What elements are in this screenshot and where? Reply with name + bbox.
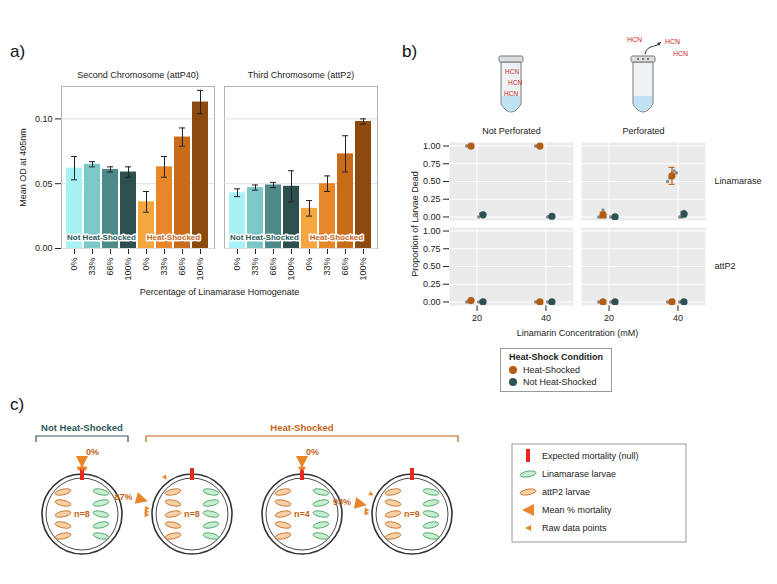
svg-text:100%: 100% xyxy=(286,258,296,281)
svg-text:Linamarase: Linamarase xyxy=(715,176,762,186)
svg-text:HCN: HCN xyxy=(665,38,680,45)
svg-text:66%: 66% xyxy=(105,258,115,276)
svg-text:Not Heat-Shocked: Not Heat-Shocked xyxy=(41,422,123,433)
svg-text:n=9: n=9 xyxy=(404,509,420,519)
svg-text:Mean % mortality: Mean % mortality xyxy=(542,505,612,515)
svg-text:0.50: 0.50 xyxy=(423,176,441,186)
svg-text:40: 40 xyxy=(673,313,683,323)
svg-text:0%: 0% xyxy=(304,258,314,271)
svg-text:HCN: HCN xyxy=(504,90,518,97)
svg-text:0.50: 0.50 xyxy=(423,261,441,271)
svg-text:HCN: HCN xyxy=(627,36,642,43)
svg-text:20: 20 xyxy=(604,313,614,323)
svg-text:attP2: attP2 xyxy=(715,261,736,271)
html-text:a): a) xyxy=(10,42,26,61)
svg-text:Proportion of Larvae Dead: Proportion of Larvae Dead xyxy=(410,171,420,277)
svg-text:0%: 0% xyxy=(69,258,79,271)
svg-text:0.05: 0.05 xyxy=(35,179,53,189)
svg-text:20: 20 xyxy=(472,313,482,323)
svg-text:n=4: n=4 xyxy=(294,509,310,519)
svg-text:66%: 66% xyxy=(177,258,187,276)
svg-text:33%: 33% xyxy=(87,258,97,276)
svg-text:66%: 66% xyxy=(268,258,278,276)
svg-text:attP2 larvae: attP2 larvae xyxy=(542,487,590,497)
svg-text:Raw data points: Raw data points xyxy=(542,523,607,533)
svg-text:0.75: 0.75 xyxy=(423,244,441,254)
svg-text:Linamarase larvae: Linamarase larvae xyxy=(542,469,616,479)
svg-text:40: 40 xyxy=(541,313,551,323)
svg-text:0%: 0% xyxy=(232,258,242,271)
html-text:Not Heat-Shocked: Not Heat-Shocked xyxy=(523,377,597,387)
svg-text:100%: 100% xyxy=(358,258,368,281)
svg-text:HCN: HCN xyxy=(508,79,522,86)
svg-text:n=8: n=8 xyxy=(74,509,90,519)
svg-text:Third Chromosome (attP2): Third Chromosome (attP2) xyxy=(248,70,355,80)
svg-text:Mean OD at 405nm: Mean OD at 405nm xyxy=(18,128,28,207)
svg-text:93%: 93% xyxy=(333,497,351,507)
svg-text:0.25: 0.25 xyxy=(423,279,441,289)
svg-text:Not Heat-Shocked: Not Heat-Shocked xyxy=(67,233,136,242)
svg-text:0.00: 0.00 xyxy=(423,212,441,222)
html-text:Heat-Shocked: Heat-Shocked xyxy=(523,365,580,375)
svg-text:33%: 33% xyxy=(250,258,260,276)
svg-text:33%: 33% xyxy=(159,258,169,276)
svg-text:Heat-Shocked: Heat-Shocked xyxy=(147,233,200,242)
svg-text:Second Chromosome (attP40): Second Chromosome (attP40) xyxy=(77,70,199,80)
svg-text:Not Perforated: Not Perforated xyxy=(482,126,541,136)
svg-text:HCN: HCN xyxy=(505,68,519,75)
svg-text:0%: 0% xyxy=(86,447,99,457)
svg-text:0.25: 0.25 xyxy=(423,194,441,204)
svg-text:66%: 66% xyxy=(340,258,350,276)
svg-text:100%: 100% xyxy=(123,258,133,281)
svg-text:33%: 33% xyxy=(322,258,332,276)
html-text:Heat-Shock Condition: Heat-Shock Condition xyxy=(509,352,603,362)
svg-text:Perforated: Perforated xyxy=(622,126,664,136)
svg-text:Linamarin Concentration (mM): Linamarin Concentration (mM) xyxy=(517,328,639,338)
svg-text:Heat-Shocked: Heat-Shocked xyxy=(270,422,334,433)
html-text:b): b) xyxy=(402,42,418,61)
svg-text:n=8: n=8 xyxy=(184,509,200,519)
svg-text:0.10: 0.10 xyxy=(35,114,53,124)
svg-text:1.00: 1.00 xyxy=(423,226,441,236)
svg-text:0%: 0% xyxy=(141,258,151,271)
svg-text:Not Heat-Shocked: Not Heat-Shocked xyxy=(230,233,299,242)
svg-text:Expected mortality (null): Expected mortality (null) xyxy=(542,451,639,461)
svg-text:0.75: 0.75 xyxy=(423,159,441,169)
svg-text:Heat-Shocked: Heat-Shocked xyxy=(310,233,363,242)
svg-text:1.00: 1.00 xyxy=(423,141,441,151)
svg-text:0.00: 0.00 xyxy=(35,243,53,253)
svg-text:87%: 87% xyxy=(114,492,132,502)
svg-text:c): c) xyxy=(10,395,24,414)
svg-text:0.00: 0.00 xyxy=(423,297,441,307)
svg-text:HCN: HCN xyxy=(673,50,688,57)
svg-text:0%: 0% xyxy=(306,447,319,457)
svg-text:100%: 100% xyxy=(195,258,205,281)
svg-text:Percentage of Linamarase Homog: Percentage of Linamarase Homogenate xyxy=(140,287,300,297)
